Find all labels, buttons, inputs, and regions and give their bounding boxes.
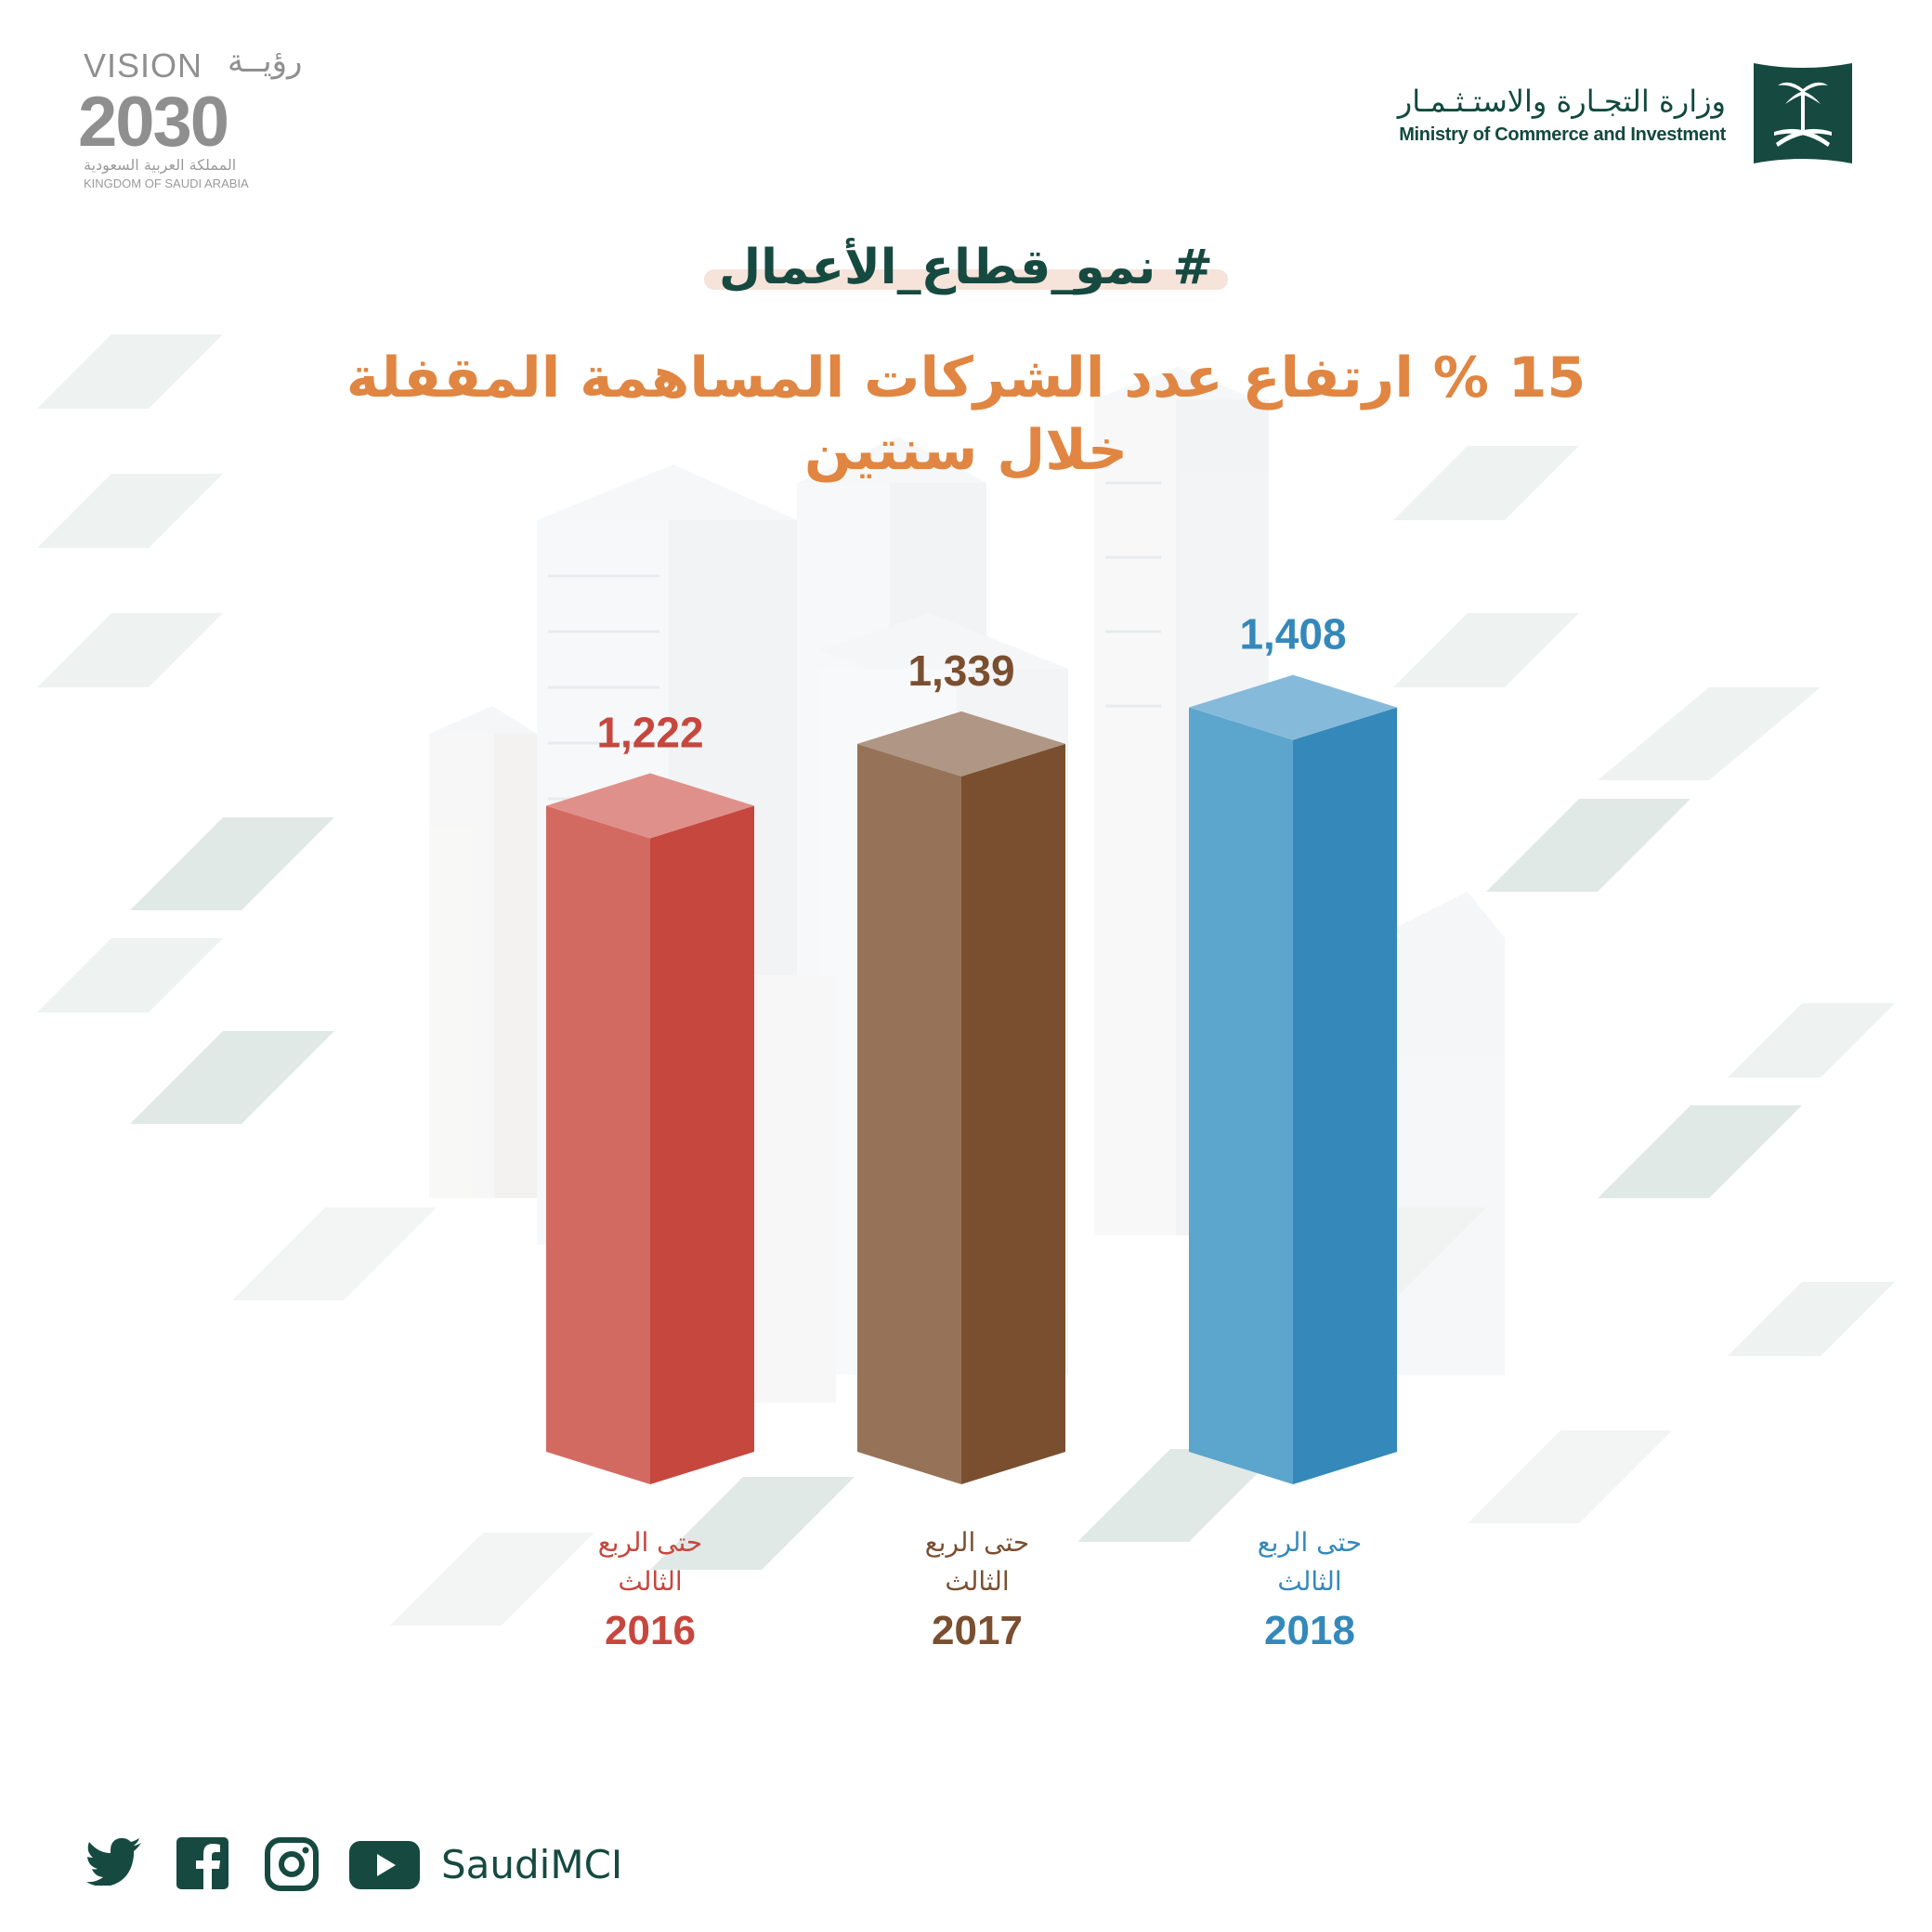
- ministry-name-english: Ministry of Commerce and Investment: [1399, 124, 1726, 145]
- category-label-line1: حتى الربع: [1257, 1527, 1363, 1558]
- category-label-line1: حتى الربع: [924, 1527, 1030, 1558]
- hashtag-text: # نمو_قطاع_الأعمال: [719, 240, 1213, 295]
- category-label-year: 2016: [605, 1608, 696, 1653]
- category-label-line1: حتى الربع: [597, 1527, 703, 1558]
- chart-headline: 15 % ارتفاع عدد الشركات المساهمة المقفلة…: [0, 342, 1932, 487]
- category-label-line2: الثالث: [1277, 1566, 1342, 1597]
- bar-side-2017: [961, 743, 1065, 1484]
- hashtag-container: # نمو_قطاع_الأعمال: [0, 240, 1932, 295]
- value-label-2018: 1,408: [1239, 610, 1346, 659]
- category-label-2016: حتى الربع الثالث 2016: [529, 1523, 771, 1661]
- category-label-year: 2018: [1264, 1608, 1355, 1653]
- bar-side-2016: [650, 805, 754, 1484]
- vision-year: 2030: [78, 83, 229, 162]
- headline-line-2: خلال سنتين: [803, 418, 1129, 483]
- value-label-2016: 1,222: [596, 708, 703, 756]
- vision-kingdom-english: KINGDOM OF SAUDI ARABIA: [84, 176, 249, 190]
- bar-front-2017: [857, 743, 961, 1484]
- ministry-logo: وزارة التجـارة والاستـثـمـار Ministry of…: [1375, 58, 1858, 178]
- value-label-2017: 1,339: [907, 646, 1014, 695]
- vision-kingdom-arabic: المملكة العربية السعودية: [84, 156, 237, 174]
- vision-arabic: رؤيــة: [228, 43, 303, 80]
- hashtag: # نمو_قطاع_الأعمال: [704, 240, 1228, 295]
- instagram-icon[interactable]: [265, 1837, 319, 1891]
- vision-2030-logo: VISION رؤيــة 2030 المملكة العربية السعو…: [74, 43, 302, 190]
- bar-top-2017: [857, 711, 1065, 777]
- bar-top-2018: [1189, 674, 1397, 740]
- headline-line-1: 15 % ارتفاع عدد الشركات المساهمة المقفلة: [346, 346, 1586, 411]
- bar-side-2018: [1293, 707, 1397, 1484]
- youtube-icon[interactable]: [349, 1841, 420, 1889]
- ministry-name-arabic: وزارة التجـارة والاستـثـمـار: [1397, 84, 1726, 119]
- category-label-2017: حتى الربع الثالث 2017: [856, 1523, 1098, 1661]
- bar-top-2016: [546, 773, 754, 839]
- facebook-icon[interactable]: [176, 1837, 228, 1889]
- category-label-line2: الثالث: [618, 1566, 683, 1597]
- bar-front-2018: [1189, 707, 1293, 1484]
- category-label-year: 2017: [932, 1608, 1023, 1653]
- social-handle[interactable]: SaudiMCI: [441, 1842, 623, 1887]
- category-label-line2: الثالث: [945, 1566, 1010, 1597]
- twitter-icon[interactable]: [85, 1837, 143, 1886]
- saudi-emblem-icon: [1754, 63, 1852, 163]
- bar-front-2016: [546, 805, 650, 1484]
- vision-word: VISION: [84, 46, 203, 85]
- category-label-2018: حتى الربع الثالث 2018: [1189, 1523, 1430, 1661]
